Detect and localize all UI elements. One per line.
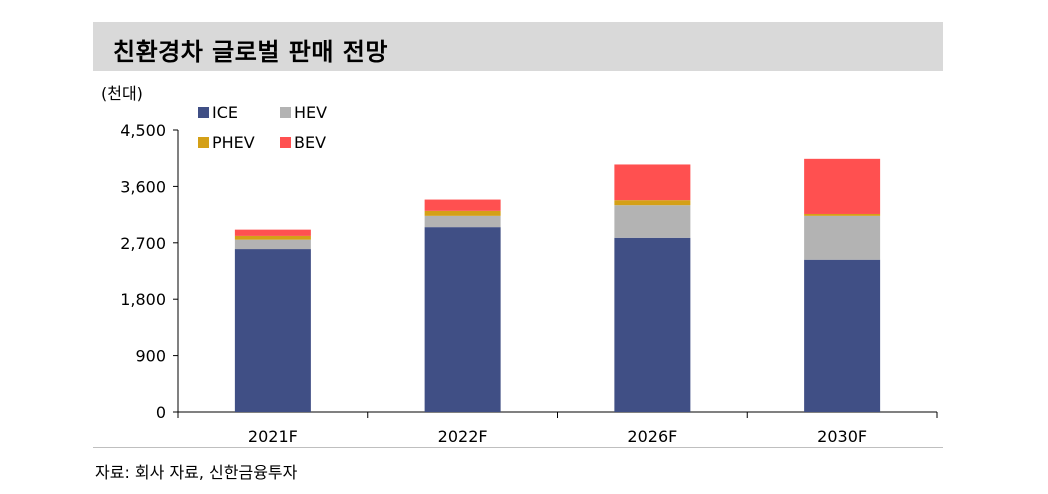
y-tick-label: 4,500	[120, 121, 166, 140]
bar-phev-2026f	[614, 200, 691, 206]
bar-hev-2022f	[424, 215, 501, 228]
bar-ice-2021f	[234, 249, 311, 412]
bar-ice-2030f	[804, 259, 881, 412]
source-divider	[93, 447, 943, 448]
y-tick-label: 0	[156, 403, 166, 422]
y-tick-label: 2,700	[120, 234, 166, 253]
legend-swatch-phev	[198, 137, 209, 148]
bar-ice-2022f	[424, 227, 501, 412]
bar-hev-2026f	[614, 205, 691, 238]
legend-swatch-hev	[280, 107, 291, 118]
bar-phev-2022f	[424, 210, 501, 216]
legend-swatch-bev	[280, 137, 291, 148]
bar-bev-2021f	[234, 229, 311, 236]
chart-title: 친환경차 글로벌 판매 전망	[113, 38, 388, 66]
bar-bev-2022f	[424, 199, 501, 211]
legend-label-hev: HEV	[294, 103, 327, 122]
x-tick-label: 2021F	[248, 427, 298, 446]
bar-phev-2030f	[804, 213, 881, 216]
y-tick-label: 900	[135, 347, 166, 366]
bar-bev-2030f	[804, 158, 881, 214]
legend-label-ice: ICE	[212, 103, 238, 122]
legend-label-phev: PHEV	[212, 133, 255, 152]
y-tick-label: 1,800	[120, 290, 166, 309]
legend-label-bev: BEV	[294, 133, 326, 152]
bar-phev-2021f	[234, 235, 311, 240]
bar-hev-2021f	[234, 239, 311, 250]
x-tick-label: 2030F	[817, 427, 867, 446]
y-tick-label: 3,600	[120, 177, 166, 196]
x-tick-label: 2022F	[438, 427, 488, 446]
bar-hev-2030f	[804, 215, 881, 260]
bar-bev-2026f	[614, 164, 691, 201]
legend-swatch-ice	[198, 107, 209, 118]
y-unit-label: (천대)	[101, 84, 143, 103]
source-note: 자료: 회사 자료, 신한금융투자	[95, 463, 298, 482]
title-bar: 친환경차 글로벌 판매 전망	[93, 22, 943, 71]
x-tick-label: 2026F	[627, 427, 677, 446]
bar-ice-2026f	[614, 237, 691, 412]
